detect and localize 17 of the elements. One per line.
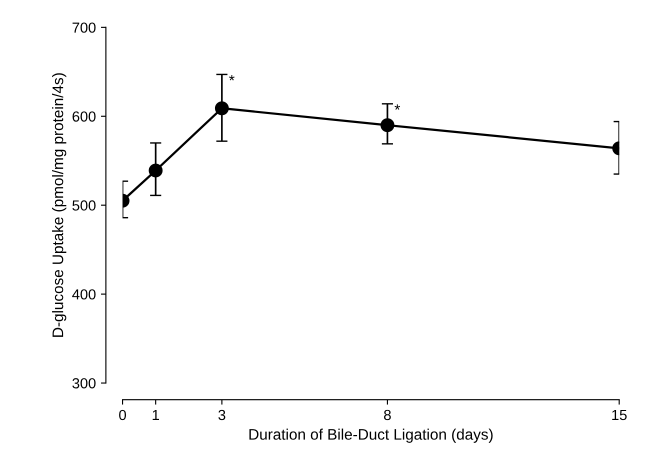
- annotation: *: [394, 104, 400, 110]
- y-tick-label: 600: [72, 111, 96, 122]
- y-tick-label: 500: [72, 200, 96, 211]
- point: [214, 101, 229, 116]
- y-axis-title: D-glucose Uptake (pmol/mg protein/4s): [52, 73, 66, 337]
- point: [148, 164, 163, 178]
- x-tick-label: 15: [612, 410, 627, 420]
- x-tick-label: 1: [152, 410, 160, 420]
- x-axis-title: Duration of Bile-Duct Ligation (days): [249, 428, 493, 443]
- y-tick-label: 700: [72, 22, 96, 33]
- y-tick-label: 400: [72, 289, 96, 300]
- annotation: *: [229, 75, 235, 80]
- y-tick-label: 300: [72, 378, 96, 388]
- point: [380, 118, 394, 132]
- x-tick-label: 0: [119, 410, 126, 420]
- x-tick-label: 3: [218, 410, 226, 420]
- x-tick-label: 8: [384, 410, 391, 420]
